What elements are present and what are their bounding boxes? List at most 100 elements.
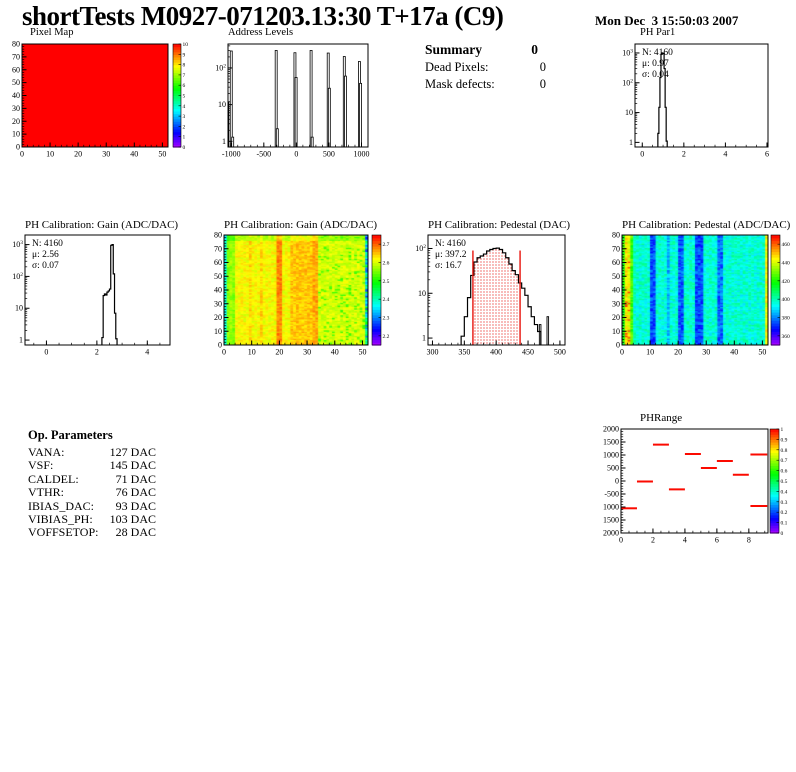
op-row-voffsetop: VOFFSETOP: 28 DAC: [28, 525, 156, 540]
op-label: VOFFSETOP:: [28, 525, 99, 540]
colorbar-slice: [770, 504, 779, 508]
colorbar-label: 6: [183, 83, 186, 89]
colorbar-slice: [372, 248, 381, 253]
colorbar-slice: [771, 248, 780, 253]
colorbar-label: 2.5: [383, 279, 390, 285]
colorbar-slice: [770, 431, 779, 435]
colorbar-slice: [771, 276, 780, 280]
op-label: VANA:: [28, 445, 65, 459]
x-tick-label: 400: [490, 348, 502, 357]
colorbar-slice: [173, 131, 181, 135]
x-tick-label: 20: [275, 348, 283, 357]
address_levels-plot: -1000 -500 0 500 1000 1 10 102: [215, 43, 369, 159]
dead-pixels-value: 0: [539, 60, 546, 74]
colorbar-slice: [372, 309, 381, 313]
y-tick-label: 10: [612, 327, 620, 336]
colorbar-slice: [173, 54, 181, 58]
colorbar-slice: [372, 276, 381, 280]
histogram-outlier-bar: [546, 316, 550, 346]
y-tick-label: 80: [214, 231, 222, 240]
colorbar-label: 380: [782, 316, 791, 322]
y-axis-log-label: 102: [415, 244, 426, 253]
op-label: VIBIAS_PH:: [28, 512, 93, 527]
colorbar-slice: [771, 298, 780, 302]
x-tick-label: 500: [554, 348, 566, 357]
colorbar-slice: [770, 527, 779, 531]
colorbar-slice: [372, 295, 381, 299]
y-tick-label: 80: [612, 231, 620, 240]
colorbar-slice: [372, 262, 381, 266]
pixel-map-title: Pixel Map: [30, 27, 74, 38]
x-tick-label: 6: [715, 536, 719, 545]
x-tick-label: 500: [323, 150, 335, 159]
colorbar-slice: [771, 281, 780, 286]
op-value: 103 DAC: [109, 512, 156, 527]
y-axis-log-label: 10: [625, 108, 633, 117]
colorbar-slice: [771, 268, 780, 272]
x-tick-label: 10: [248, 348, 256, 357]
y-axis-log-label: 102: [215, 63, 226, 72]
ped_map-plot: 0 10 20 30 40 50 0 10 20 30 40 50 60 70 80 360 380 400 420…: [612, 231, 790, 357]
y-axis-log-label: 103: [12, 240, 23, 249]
colorbar-slice: [771, 317, 780, 321]
colorbar-slice: [372, 342, 381, 346]
colorbar-label: 2.3: [383, 316, 390, 322]
dead-pixels-label: Dead Pixels:: [425, 60, 489, 74]
colorbar-slice: [372, 287, 381, 291]
colorbar-slice: [770, 491, 779, 495]
colorbar-slice: [173, 123, 181, 127]
colorbar-slice: [372, 237, 381, 242]
op-label: CALDEL:: [28, 471, 79, 486]
stat-sigma: σ: 0.04: [642, 70, 669, 80]
address-level-spike: [327, 87, 331, 148]
y-axis-log-label: 1: [19, 336, 23, 345]
colorbar-slice: [771, 257, 780, 261]
colorbar-slice: [770, 473, 779, 477]
op-row-ibias-dac: IBIAS_DAC: 93 DAC: [28, 499, 156, 513]
colorbar-slice: [372, 279, 381, 283]
colorbar-slice: [770, 452, 779, 456]
y-tick-label: 40: [12, 91, 20, 100]
ped-hist-title: PH Calibration: Pedestal (DAC): [428, 219, 571, 231]
colorbar-slice: [771, 273, 780, 277]
colorbar-slice: [173, 126, 181, 130]
op-label: VTHR:: [28, 485, 64, 500]
colorbar-label: 5: [183, 94, 186, 100]
pedestal-heatmap-canvas: [622, 235, 768, 345]
colorbar-slice: [770, 449, 779, 453]
histogram-outlier-bar: [538, 324, 542, 346]
colorbar-label: 0: [781, 531, 784, 537]
stat-mu: μ: 0.97: [642, 59, 669, 69]
colorbar-slice: [771, 303, 780, 308]
x-tick-label: 50: [758, 348, 766, 357]
colorbar-label: 0.9: [781, 437, 788, 443]
colorbar-label: 400: [782, 297, 791, 303]
colorbar-slice: [372, 328, 381, 332]
y-tick-label: 30: [612, 299, 620, 308]
y-tick-label: 30: [214, 299, 222, 308]
colorbar-slice: [173, 105, 181, 109]
y-tick-label: 70: [612, 244, 620, 253]
op-parameters-heading: Op. Parameters: [28, 428, 113, 442]
colorbar-slice: [372, 336, 381, 341]
colorbar-slice: [173, 69, 181, 73]
colorbar-slice: [173, 136, 181, 140]
colorbar-label: 2.4: [383, 297, 390, 303]
colorbar-slice: [372, 303, 381, 308]
colorbar-label: 0: [183, 145, 186, 151]
op-row-caldel: CALDEL: 71 DAC: [28, 471, 156, 486]
x-tick-label: 0: [20, 150, 24, 159]
colorbar-slice: [770, 475, 779, 479]
y-tick-label: 0: [16, 143, 20, 152]
colorbar-slice: [173, 90, 181, 94]
colorbar-slice: [372, 290, 381, 294]
colorbar-slice: [771, 312, 780, 316]
y-tick-label: 500: [607, 464, 619, 473]
colorbar-label: 0.8: [781, 448, 788, 454]
address-level-spike: [294, 77, 298, 148]
colorbar-slice: [173, 113, 181, 117]
x-tick-label: -1000: [222, 150, 241, 159]
colorbar-slice: [771, 240, 780, 244]
